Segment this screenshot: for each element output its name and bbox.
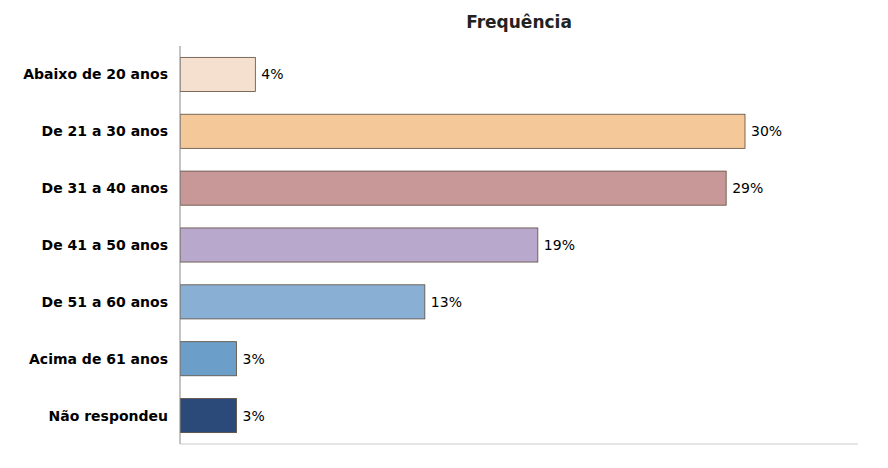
- bars: [180, 57, 745, 432]
- bar: [180, 285, 425, 319]
- data-label: 3%: [243, 408, 265, 424]
- category-label: Abaixo de 20 anos: [23, 66, 168, 82]
- chart-svg: Frequência Abaixo de 20 anos 4% De 21 a 30 …: [0, 0, 888, 468]
- y-axis-line: [180, 46, 181, 444]
- category-label: De 21 a 30 anos: [42, 123, 168, 139]
- category-label: Acima de 61 anos: [29, 351, 168, 367]
- category-label: Não respondeu: [49, 408, 168, 424]
- chart-container: Frequência Abaixo de 20 anos 4% De 21 a 30 …: [0, 0, 888, 468]
- data-label: 29%: [732, 180, 763, 196]
- data-label: 19%: [544, 237, 575, 253]
- category-label: De 51 a 60 anos: [42, 294, 168, 310]
- bar: [180, 57, 255, 91]
- data-label: 3%: [243, 351, 265, 367]
- bar: [180, 114, 745, 148]
- data-label: 4%: [261, 66, 283, 82]
- category-label: De 41 a 50 anos: [42, 237, 168, 253]
- bar: [180, 228, 538, 262]
- x-axis-line: [180, 444, 858, 445]
- category-label: De 31 a 40 anos: [42, 180, 168, 196]
- chart-title: Frequência: [466, 12, 572, 32]
- bar: [180, 171, 726, 205]
- data-label: 13%: [431, 294, 462, 310]
- bar: [180, 342, 237, 376]
- bar: [180, 399, 237, 433]
- data-label: 30%: [751, 123, 782, 139]
